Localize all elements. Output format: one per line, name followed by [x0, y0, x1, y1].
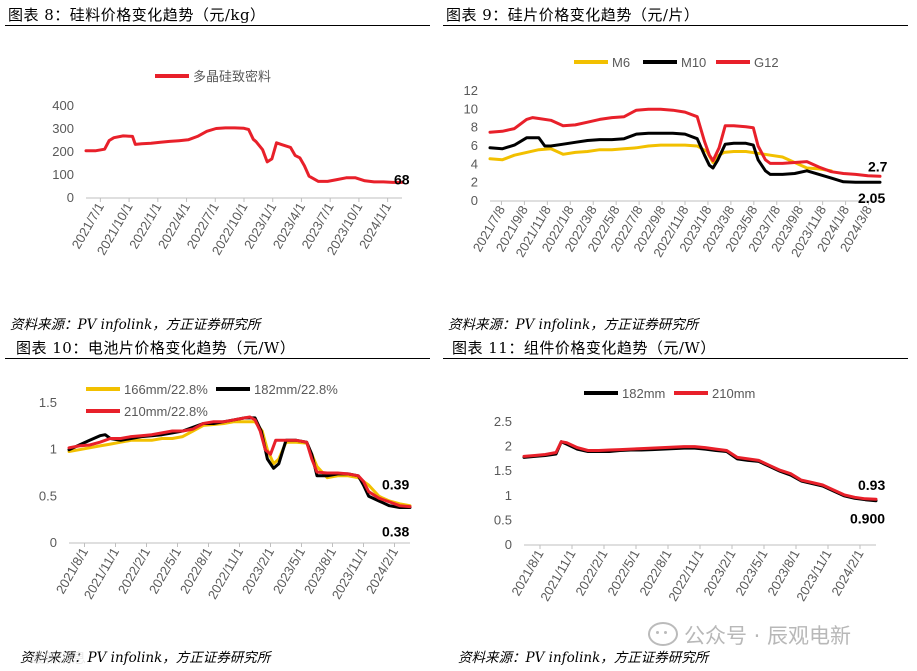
- wafer-series-line-0: [488, 143, 833, 173]
- module-series-line-0: [522, 440, 878, 503]
- polysilicon-ytick-label: 100: [52, 167, 74, 182]
- polysilicon-ytick-label: 200: [52, 144, 74, 159]
- watermark-corner: 最新消息: [30, 651, 86, 667]
- watermark: 公众号 · 辰观电新: [648, 620, 851, 650]
- wafer-series-line-1: [488, 131, 882, 184]
- module-ytick-label: 2.5: [494, 414, 512, 429]
- cell-series-line-0: [67, 420, 412, 508]
- polysilicon-series-line-0: [84, 126, 404, 184]
- wafer-data-label-0: 2.7: [868, 158, 888, 174]
- cell-legend-label-0: 166mm/22.8%: [124, 382, 208, 397]
- module-data-label-1: 0.900: [850, 511, 885, 527]
- cell-legend-label-1: 182mm/22.8%: [254, 382, 338, 397]
- module-legend-label-1: 210mm: [712, 386, 755, 401]
- module-ytick-label: 1.5: [494, 463, 512, 478]
- title-rule-cell: [5, 358, 430, 359]
- wafer-ytick-label: 4: [471, 156, 478, 171]
- wafer-ytick-label: 2: [471, 175, 478, 190]
- polysilicon-ytick-label: 300: [52, 121, 74, 136]
- cell-ytick-label: 1: [50, 442, 57, 457]
- polysilicon-ytick-label: 0: [67, 190, 74, 205]
- wafer-legend-label-2: G12: [754, 55, 779, 70]
- wafer-ytick-label: 6: [471, 138, 478, 153]
- wafer-legend-label-0: M6: [612, 55, 630, 70]
- module-ytick-label: 1: [505, 488, 512, 503]
- polysilicon-ytick-label: 400: [52, 98, 74, 113]
- panel-title-module: 图表 11：组件价格变化趋势（元/W）: [452, 339, 716, 357]
- cell-series-line-2: [67, 415, 412, 509]
- title-rule-module: [443, 358, 908, 359]
- cell-series-line-1: [67, 416, 412, 509]
- panel-title-cell: 图表 10：电池片价格变化趋势（元/W）: [16, 339, 296, 357]
- module-ytick-label: 2: [505, 439, 512, 454]
- polysilicon-legend-label-0: 多晶硅致密料: [193, 69, 271, 84]
- wafer-data-label-1: 2.05: [858, 190, 885, 206]
- wechat-icon: [648, 622, 678, 646]
- cell-legend-label-2: 210mm/22.8%: [124, 404, 208, 419]
- cell-data-label-1: 0.38: [382, 524, 409, 540]
- wafer-legend-label-1: M10: [681, 55, 706, 70]
- source-polysilicon: 资料来源：PV infolink，方正证券研究所: [10, 317, 261, 333]
- module-series-line-1: [522, 440, 878, 501]
- title-rule-wafer: [443, 25, 908, 26]
- polysilicon-data-label-0: 68: [394, 171, 410, 187]
- wafer-ytick-label: 10: [464, 101, 478, 116]
- cell-ytick-label: 1.5: [39, 395, 57, 410]
- watermark-text: 公众号 · 辰观电新: [684, 624, 852, 648]
- module-ytick-label: 0.5: [494, 512, 512, 527]
- module-ytick-label: 0: [505, 537, 512, 552]
- wafer-ytick-label: 8: [471, 120, 478, 135]
- module-legend-label-0: 182mm: [622, 386, 665, 401]
- title-rule-polysilicon: [5, 25, 430, 26]
- wafer-ytick-label: 12: [464, 83, 478, 98]
- panel-title-polysilicon: 图表 8：硅料价格变化趋势（元/kg）: [8, 6, 266, 24]
- cell-ytick-label: 0.5: [39, 488, 57, 503]
- cell-data-label-0: 0.39: [382, 477, 409, 493]
- cell-ytick-label: 0: [50, 535, 57, 550]
- source-module: 资料来源：PV infolink，方正证券研究所: [458, 650, 709, 666]
- wafer-series-line-2: [488, 107, 882, 178]
- panel-title-wafer: 图表 9：硅片价格变化趋势（元/片）: [446, 6, 700, 24]
- source-cell: 资料来源：PV infolink，方正证券研究所: [20, 650, 271, 666]
- module-data-label-0: 0.93: [858, 477, 885, 493]
- source-wafer: 资料来源：PV infolink，方正证券研究所: [448, 317, 699, 333]
- wafer-ytick-label: 0: [471, 193, 478, 208]
